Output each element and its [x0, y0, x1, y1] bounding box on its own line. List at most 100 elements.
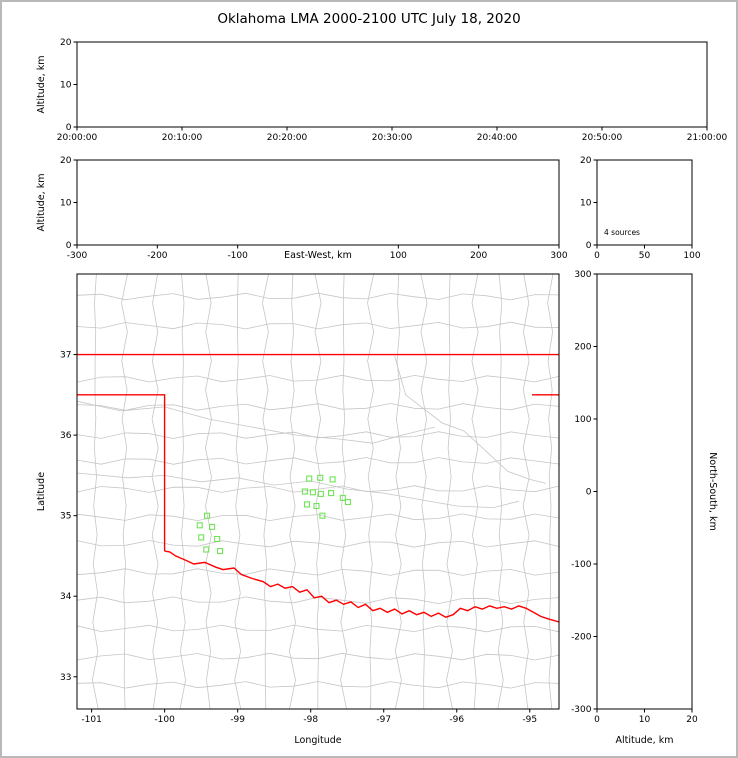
lma-source-marker: [328, 490, 335, 497]
x-tick-label: 0: [594, 715, 600, 725]
y-tick-label: 20: [60, 38, 72, 48]
lma-source-marker: [301, 488, 308, 495]
county-line: [340, 274, 347, 709]
y-axis-label: Latitude: [36, 472, 47, 511]
lma-source-marker: [313, 502, 320, 510]
x-tick-label: -95: [522, 715, 537, 725]
county-line: [77, 624, 559, 633]
county-line: [77, 457, 559, 465]
panel-ns_height: [596, 273, 693, 710]
y-tick-label: 0: [66, 241, 72, 251]
x-tick-label: 10: [639, 715, 651, 725]
y-tick-label: 20: [580, 156, 592, 166]
county-line: [394, 274, 402, 709]
panel-ew_height: [76, 159, 560, 246]
x-tick-label: -300: [67, 251, 88, 261]
y-tick-label: -200: [571, 633, 592, 643]
county-line: [446, 274, 453, 709]
x-tick-label: -101: [81, 715, 101, 725]
x-tick-label: 0: [594, 251, 600, 261]
y-tick-label: 200: [574, 343, 591, 353]
county-line: [77, 485, 559, 493]
x-tick-label: -99: [230, 715, 245, 725]
y-tick-label: 0: [586, 488, 592, 498]
lma-source-marker: [309, 489, 316, 496]
x-tick-label: 100: [683, 251, 700, 261]
river-line: [394, 356, 546, 484]
x-tick-label: 200: [470, 251, 487, 261]
lma-source-marker: [319, 512, 326, 519]
county-line: [420, 274, 428, 709]
county-line: [77, 540, 559, 548]
river-line: [77, 472, 519, 509]
x-tick-label: 20:50:00: [582, 133, 623, 143]
y-axis-label: Altitude, km: [36, 56, 47, 114]
county-line: [77, 321, 559, 330]
x-tick-label: -96: [449, 715, 464, 725]
lma-source-marker: [306, 475, 313, 482]
y-tick-label: 37: [60, 351, 71, 361]
y-tick-label: 10: [60, 81, 72, 91]
lma-source-marker: [198, 534, 205, 541]
x-tick-label: 20:40:00: [477, 133, 518, 143]
y-tick-label: 35: [60, 512, 71, 522]
county-line: [77, 652, 559, 661]
county-line: [261, 274, 269, 709]
x-tick-label: 50: [639, 251, 651, 261]
county-line: [77, 431, 559, 439]
x-tick-label: -97: [376, 715, 391, 725]
county-line: [91, 274, 99, 709]
county-line: [471, 274, 479, 709]
y-tick-label: 20: [60, 156, 72, 166]
x-tick-label: 300: [550, 251, 567, 261]
lma-source-marker: [209, 523, 216, 530]
x-tick-label: -200: [147, 251, 168, 261]
state-border: [164, 550, 559, 623]
y-tick-label: 10: [580, 199, 592, 209]
y-axis-label: Altitude, km: [36, 174, 47, 232]
x-tick-label: 20:20:00: [267, 133, 308, 143]
y-tick-label: 300: [574, 270, 591, 280]
x-tick-label: -98: [303, 715, 318, 725]
lma-source-marker: [203, 546, 210, 553]
x-axis-label: East-West, km: [284, 250, 352, 261]
county-line: [547, 274, 554, 709]
y-axis-label: North-South, km: [707, 452, 718, 530]
map-layer: [77, 274, 559, 709]
x-tick-label: 21:00:00: [687, 133, 728, 143]
county-line: [179, 274, 187, 709]
county-line: [77, 681, 559, 689]
y-tick-label: 100: [574, 415, 591, 425]
y-tick-label: 36: [60, 431, 72, 441]
lma-source-marker: [339, 494, 346, 501]
lma-source-marker: [317, 474, 324, 481]
x-tick-label: 100: [390, 251, 407, 261]
county-line: [77, 596, 559, 605]
y-tick-label: 0: [66, 123, 72, 133]
y-tick-label: 33: [60, 673, 71, 683]
state-border: [77, 394, 166, 552]
county-line: [522, 274, 530, 709]
x-tick-label: 20:00:00: [57, 133, 98, 143]
x-tick-label: 20:10:00: [162, 133, 203, 143]
lma-source-marker: [344, 498, 351, 506]
county-line: [77, 292, 559, 301]
y-tick-label: -300: [571, 705, 592, 715]
x-tick-label: -100: [227, 251, 248, 261]
y-tick-label: 10: [60, 199, 72, 209]
panel-plan_view_map: [76, 273, 560, 710]
county-line: [77, 513, 559, 522]
lma-source-marker: [203, 512, 211, 519]
county-line: [77, 403, 559, 411]
county-line: [234, 274, 242, 709]
county-line: [77, 374, 559, 383]
x-tick-label: 20:30:00: [372, 133, 413, 143]
county-line: [204, 274, 212, 709]
sources-annotation: 4 sources: [604, 228, 640, 237]
lma-source-marker: [214, 535, 221, 543]
panel-time_height: [76, 41, 708, 128]
y-tick-label: 0: [586, 241, 592, 251]
lma-source-marker: [317, 490, 324, 497]
figure-title: Oklahoma LMA 2000-2100 UTC July 18, 2020: [217, 11, 521, 27]
